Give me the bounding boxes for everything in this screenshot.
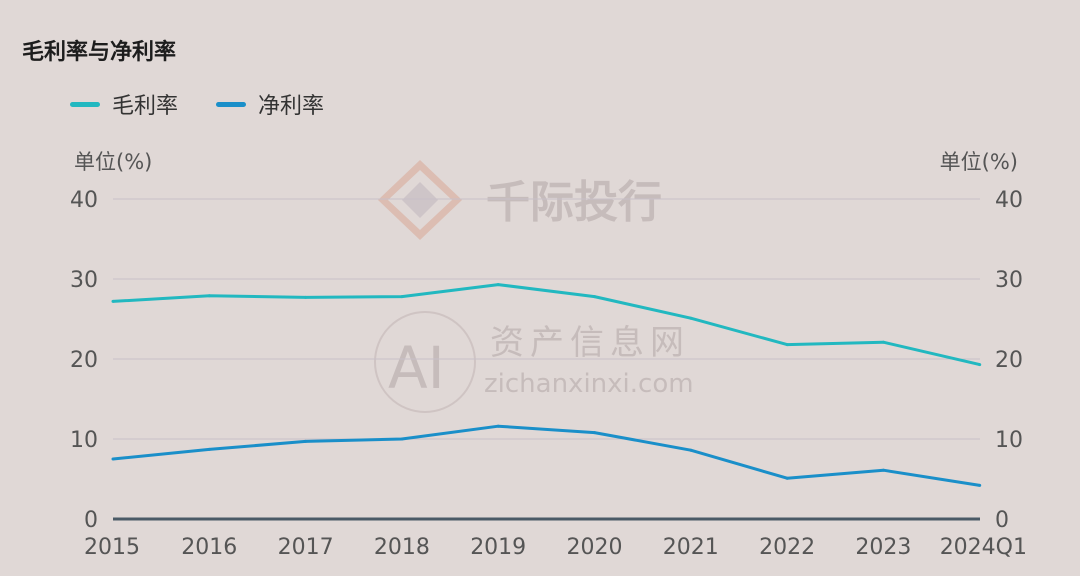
watermark-site-url: zichanxinxi.com — [484, 369, 694, 399]
x-tick-label: 2019 — [470, 535, 526, 560]
data-point — [304, 295, 308, 299]
y-tick-label-right: 30 — [995, 268, 1023, 293]
data-point — [207, 447, 211, 451]
y-tick-label-left: 10 — [70, 428, 98, 453]
watermark: 千际投行 AI 资产信息网 zichanxinxi.com — [374, 160, 694, 413]
data-point — [978, 483, 982, 487]
x-tick-label: 2016 — [181, 535, 237, 560]
y-tick-label-left: 20 — [70, 348, 98, 373]
x-tick-label: 2022 — [759, 535, 815, 560]
watermark-brand: 千际投行 — [486, 177, 662, 228]
x-tick-label: 2017 — [278, 535, 334, 560]
x-tick-label: 2024Q1 — [940, 535, 1027, 560]
data-point — [689, 448, 693, 452]
legend-swatch-gross-margin — [70, 101, 100, 107]
y-tick-label-left: 0 — [84, 508, 98, 533]
x-tick-label: 2021 — [663, 535, 719, 560]
watermark-logo-text: AI — [388, 334, 445, 402]
data-point — [400, 295, 404, 299]
data-point — [304, 439, 308, 443]
y-tick-label-right: 20 — [995, 348, 1023, 373]
y-tick-label-left: 40 — [70, 188, 98, 213]
chart-legend: 毛利率 净利率 — [70, 88, 362, 120]
data-point — [881, 468, 885, 472]
data-point — [400, 437, 404, 441]
y-tick-label-right: 10 — [995, 428, 1023, 453]
x-tick-label: 2020 — [567, 535, 623, 560]
data-point — [689, 316, 693, 320]
data-point — [111, 299, 115, 303]
y-tick-label-left: 30 — [70, 268, 98, 293]
legend-swatch-net-margin — [216, 101, 247, 107]
data-point — [207, 294, 211, 298]
data-point — [496, 424, 500, 428]
y-tick-label-right: 40 — [995, 188, 1023, 213]
data-point — [785, 476, 789, 480]
x-tick-label: 2023 — [855, 535, 911, 560]
chart-title: 毛利率与净利率 — [22, 40, 177, 65]
left-axis-unit: 单位(%) — [74, 150, 153, 174]
data-point — [978, 363, 982, 367]
legend-label-gross-margin: 毛利率 — [112, 94, 179, 119]
data-point — [785, 343, 789, 347]
data-point — [496, 283, 500, 287]
data-point — [593, 431, 596, 435]
legend-label-net-margin: 净利率 — [258, 94, 325, 119]
series-line-net-margin — [112, 424, 980, 487]
series-line-gross-margin — [112, 283, 981, 367]
watermark-seal-icon — [374, 311, 476, 413]
data-point — [593, 295, 596, 299]
data-point — [881, 340, 885, 344]
y-tick-label-right: 0 — [995, 508, 1009, 533]
x-tick-label: 2018 — [374, 535, 430, 560]
legend-item-gross-margin: 毛利率 — [70, 88, 178, 120]
watermark-site-cn: 资产信息网 — [490, 323, 690, 363]
legend-item-net-margin: 净利率 — [216, 88, 324, 120]
x-tick-label: 2015 — [84, 535, 140, 560]
right-axis-unit: 单位(%) — [939, 150, 1018, 174]
brand-logo-icon — [378, 160, 462, 240]
data-point — [111, 457, 115, 461]
